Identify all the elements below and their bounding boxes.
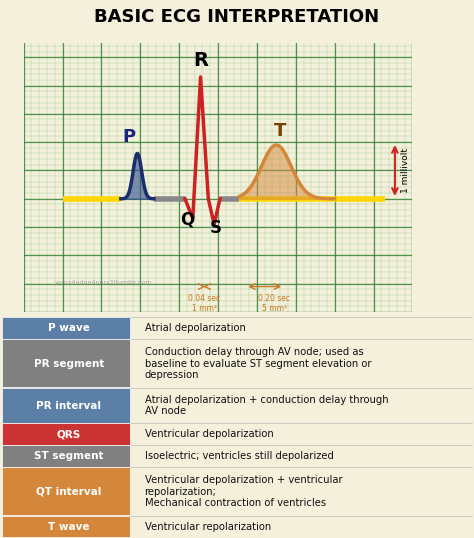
Text: P: P xyxy=(122,128,135,146)
Text: T: T xyxy=(274,123,286,140)
Text: Conduction delay through AV node; used as
baseline to evaluate ST segment elevat: Conduction delay through AV node; used a… xyxy=(145,347,371,380)
Text: T wave: T wave xyxy=(48,522,90,532)
Bar xyxy=(2,468,130,515)
Text: 0.20 sec
5 mm²: 0.20 sec 5 mm² xyxy=(258,294,291,313)
Bar xyxy=(2,423,130,445)
Text: BASIC ECG INTERPRETATION: BASIC ECG INTERPRETATION xyxy=(94,9,380,26)
Text: QT interval: QT interval xyxy=(36,487,101,497)
Text: P wave: P wave xyxy=(48,323,90,334)
Bar xyxy=(2,445,130,467)
Text: Q: Q xyxy=(180,210,194,228)
Text: PR segment: PR segment xyxy=(34,359,104,369)
Text: Atrial depolarization + conduction delay through
AV node: Atrial depolarization + conduction delay… xyxy=(145,395,388,416)
Bar xyxy=(2,388,130,423)
Text: ST segment: ST segment xyxy=(34,451,103,462)
Bar xyxy=(2,317,130,339)
Text: Isoelectric; ventricles still depolarized: Isoelectric; ventricles still depolarize… xyxy=(145,451,333,462)
Text: Ventricular depolarization: Ventricular depolarization xyxy=(145,429,273,440)
Text: 1 millivolt: 1 millivolt xyxy=(401,148,410,193)
Text: Ventricular depolarization + ventricular
repolarization;
Mechanical contraction : Ventricular depolarization + ventricular… xyxy=(145,475,342,508)
Text: Atrial depolarization: Atrial depolarization xyxy=(145,323,246,334)
Text: PR interval: PR interval xyxy=(36,401,101,410)
Bar xyxy=(2,516,130,537)
Text: QRS: QRS xyxy=(56,429,81,440)
Bar xyxy=(2,339,130,387)
Text: Ventricular repolarization: Ventricular repolarization xyxy=(145,522,271,532)
Text: 0.04 sec
1 mm²: 0.04 sec 1 mm² xyxy=(188,294,220,313)
Text: yours4udgn4nurs3|tumblr.com: yours4udgn4nurs3|tumblr.com xyxy=(55,280,152,285)
Text: R: R xyxy=(193,51,208,70)
Text: S: S xyxy=(210,219,222,237)
